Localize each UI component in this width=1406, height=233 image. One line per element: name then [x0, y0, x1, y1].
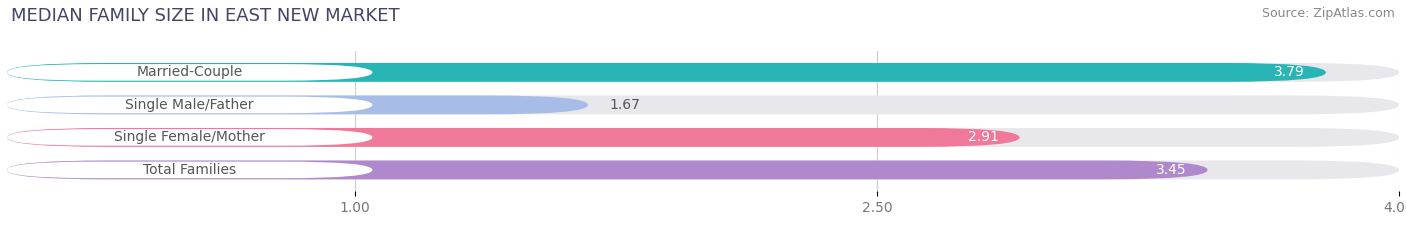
FancyBboxPatch shape	[7, 96, 1399, 114]
FancyBboxPatch shape	[7, 161, 1208, 179]
Text: 1.67: 1.67	[609, 98, 640, 112]
FancyBboxPatch shape	[7, 161, 1399, 179]
Text: Source: ZipAtlas.com: Source: ZipAtlas.com	[1261, 7, 1395, 20]
FancyBboxPatch shape	[7, 64, 373, 81]
Text: 3.45: 3.45	[1156, 163, 1187, 177]
FancyBboxPatch shape	[7, 63, 1326, 82]
Text: Total Families: Total Families	[143, 163, 236, 177]
FancyBboxPatch shape	[7, 97, 373, 113]
FancyBboxPatch shape	[7, 128, 1019, 147]
Text: MEDIAN FAMILY SIZE IN EAST NEW MARKET: MEDIAN FAMILY SIZE IN EAST NEW MARKET	[11, 7, 399, 25]
FancyBboxPatch shape	[7, 128, 1399, 147]
Text: 2.91: 2.91	[967, 130, 998, 144]
Text: Single Male/Father: Single Male/Father	[125, 98, 254, 112]
FancyBboxPatch shape	[7, 162, 373, 178]
Text: Married-Couple: Married-Couple	[136, 65, 243, 79]
Text: Single Female/Mother: Single Female/Mother	[114, 130, 266, 144]
FancyBboxPatch shape	[7, 96, 588, 114]
FancyBboxPatch shape	[7, 129, 373, 146]
FancyBboxPatch shape	[7, 63, 1399, 82]
Text: 3.79: 3.79	[1274, 65, 1305, 79]
